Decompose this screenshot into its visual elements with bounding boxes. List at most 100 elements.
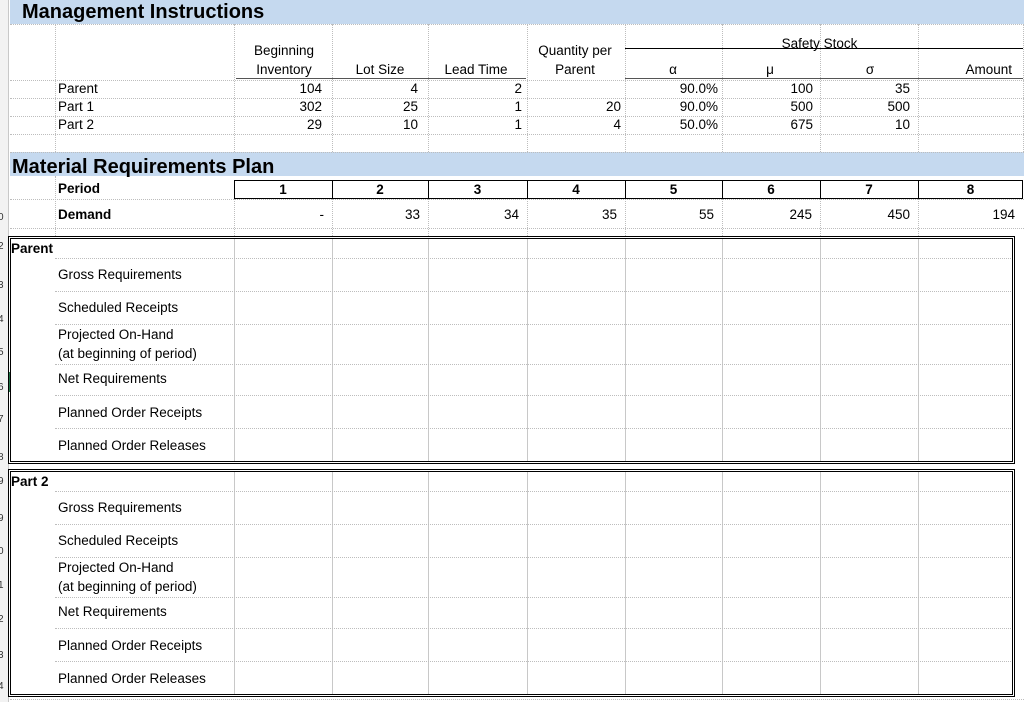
header-beginning-inventory-line1: Beginning	[253, 43, 315, 58]
demand-cell[interactable]: 245	[789, 207, 812, 222]
lot-size-cell[interactable]: 10	[402, 117, 418, 132]
gridline-v	[234, 199, 235, 236]
gridline-v	[428, 24, 429, 152]
demand-cell[interactable]: 34	[503, 207, 519, 222]
beginning-inventory-cell[interactable]: 302	[299, 99, 322, 114]
header-safety-stock: Safety Stock	[781, 36, 858, 51]
period-separator	[332, 180, 333, 199]
beginning-inventory-cell[interactable]: 29	[306, 117, 322, 132]
demand-cell[interactable]: 35	[601, 207, 617, 222]
gridline-v	[918, 199, 919, 236]
column-line	[332, 239, 333, 461]
period-separator	[527, 180, 528, 199]
gridline-h	[10, 199, 1024, 200]
alpha-cell[interactable]: 90.0%	[679, 81, 718, 96]
period-cell[interactable]: 1	[279, 182, 287, 197]
row-planned-order-receipts[interactable]: Planned Order Receipts	[58, 638, 203, 653]
gridline-h	[55, 661, 1013, 662]
period-cell[interactable]: 8	[966, 182, 975, 197]
demand-cell[interactable]: 33	[404, 207, 420, 222]
gridline-v	[55, 24, 56, 152]
row-scheduled-receipts[interactable]: Scheduled Receipts	[58, 300, 179, 315]
gridline-v	[722, 199, 723, 236]
block-title-part2: Part 2	[11, 474, 49, 489]
row-projected-on-hand[interactable]: Projected On-Hand	[58, 327, 174, 342]
mrp-banner	[10, 152, 1024, 176]
column-line	[234, 239, 235, 461]
row-net-requirements[interactable]: Net Requirements	[58, 604, 167, 619]
gridline-v	[332, 24, 333, 152]
gridline-h	[55, 395, 1013, 396]
period-cell[interactable]: 2	[376, 182, 384, 197]
gridline-v	[527, 199, 528, 236]
column-line	[722, 239, 723, 461]
part-name[interactable]: Part 1	[58, 99, 95, 114]
column-line	[527, 239, 528, 461]
parent-block-outer	[8, 236, 1015, 464]
gridline-v	[722, 24, 723, 152]
gridline-h	[55, 324, 1013, 325]
gridline-h	[55, 597, 1013, 598]
column-line	[918, 239, 919, 461]
row-projected-on-hand-note: (at beginning of period)	[58, 346, 197, 361]
mu-cell[interactable]: 675	[790, 117, 813, 132]
row-number: 4	[0, 314, 4, 325]
beginning-inventory-cell[interactable]: 104	[299, 81, 322, 96]
demand-cell[interactable]: -	[319, 207, 325, 222]
row-number: 0	[0, 546, 4, 557]
mu-cell[interactable]: 500	[790, 99, 813, 114]
column-line	[428, 472, 429, 694]
header-lead-time: Lead Time	[444, 62, 508, 77]
row-projected-on-hand[interactable]: Projected On-Hand	[58, 560, 174, 575]
demand-cell[interactable]: 194	[992, 207, 1015, 222]
gridline-h	[10, 152, 1024, 153]
gridline-h	[10, 80, 1024, 81]
header-underline-right	[625, 78, 1023, 79]
row-number: 9	[0, 513, 4, 524]
sigma-cell[interactable]: 500	[887, 99, 910, 114]
period-cell[interactable]: 7	[865, 182, 873, 197]
part-name[interactable]: Part 2	[58, 117, 95, 132]
row-number: 0	[0, 212, 4, 223]
gridline-v	[527, 24, 528, 152]
period-cell[interactable]: 3	[473, 182, 482, 197]
header-qty-per-parent-line2: Parent	[555, 62, 595, 77]
sigma-cell[interactable]: 10	[894, 117, 910, 132]
row-gross-requirements[interactable]: Gross Requirements	[58, 500, 182, 515]
active-row-indicator	[8, 372, 11, 392]
lead-time-cell[interactable]: 2	[514, 81, 522, 96]
lead-time-cell[interactable]: 1	[514, 99, 522, 114]
period-cell[interactable]: 6	[767, 182, 775, 197]
period-cell[interactable]: 5	[669, 182, 678, 197]
lot-size-cell[interactable]: 4	[410, 81, 418, 96]
gridline-h	[55, 291, 1013, 292]
sigma-cell[interactable]: 35	[894, 81, 910, 96]
row-net-requirements[interactable]: Net Requirements	[58, 371, 167, 386]
row-planned-order-releases[interactable]: Planned Order Releases	[58, 438, 206, 453]
demand-cell[interactable]: 450	[887, 207, 910, 222]
row-planned-order-releases[interactable]: Planned Order Releases	[58, 671, 206, 686]
header-underline-left	[236, 78, 526, 79]
column-line	[428, 239, 429, 461]
row-gross-requirements[interactable]: Gross Requirements	[58, 267, 182, 282]
alpha-cell[interactable]: 90.0%	[679, 99, 718, 114]
qty-per-parent-cell[interactable]: 20	[605, 99, 621, 114]
demand-cell[interactable]: 55	[698, 207, 714, 222]
period-cell[interactable]: 4	[572, 182, 580, 197]
mu-cell[interactable]: 100	[790, 81, 813, 96]
lot-size-cell[interactable]: 25	[402, 99, 418, 114]
row-planned-order-receipts[interactable]: Planned Order Receipts	[58, 405, 203, 420]
period-separator	[428, 180, 429, 199]
alpha-cell[interactable]: 50.0%	[679, 117, 718, 132]
row-scheduled-receipts[interactable]: Scheduled Receipts	[58, 533, 179, 548]
row-number: 5	[0, 347, 4, 358]
lead-time-cell[interactable]: 1	[514, 117, 522, 132]
gridline-h	[10, 98, 1024, 99]
qty-per-parent-cell[interactable]: 4	[613, 117, 621, 132]
part-name[interactable]: Parent	[58, 81, 98, 96]
header-qty-per-parent-line1: Quantity per	[538, 43, 612, 58]
gridline-v	[428, 199, 429, 236]
header-lot-size: Lot Size	[355, 62, 405, 77]
period-label: Period	[58, 181, 101, 196]
row-number: 7	[0, 414, 4, 425]
